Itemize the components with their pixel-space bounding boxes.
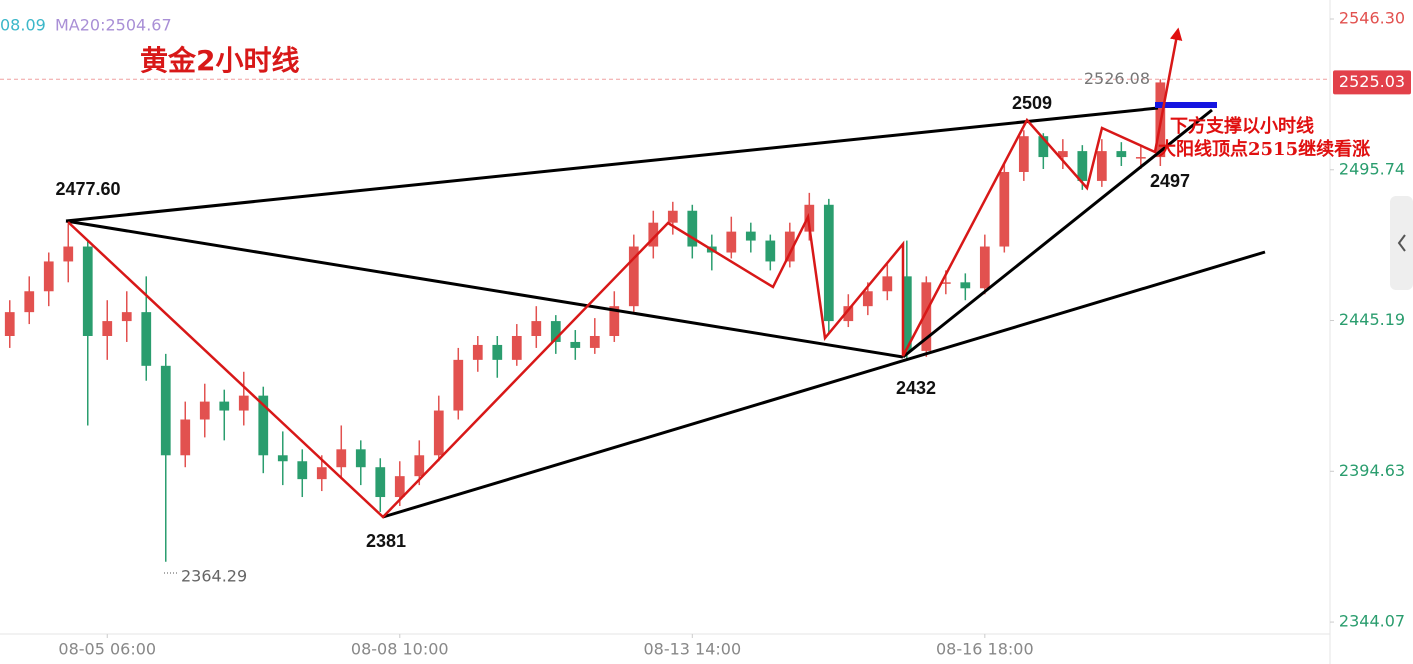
candle-body	[238, 395, 249, 411]
candle-body	[823, 204, 834, 322]
wave-path	[67, 27, 1183, 519]
last-price-box	[1333, 70, 1411, 95]
candle-body	[1038, 136, 1049, 158]
candle-body	[141, 312, 152, 366]
candle-body	[82, 246, 93, 336]
trend-line	[382, 250, 1266, 519]
candle-body	[355, 449, 366, 468]
candle-body	[1096, 151, 1107, 181]
trend-line	[65, 219, 904, 359]
side-tab[interactable]	[1390, 196, 1413, 290]
ma-label: MA20:2504.67	[55, 16, 172, 35]
candle-body	[862, 291, 873, 307]
annotation: 2497	[1150, 171, 1190, 191]
candle-body	[4, 312, 15, 336]
candle-body	[453, 359, 464, 411]
high-label: 2526.08	[1084, 69, 1150, 88]
candle-body	[375, 467, 386, 498]
candle-body	[667, 210, 678, 223]
y-tick-label: 2445.19	[1339, 310, 1405, 329]
candle-body	[726, 231, 737, 253]
candle-body	[433, 410, 444, 456]
annotation: 2509	[1012, 93, 1052, 113]
candle-body	[414, 455, 425, 477]
candle-body	[940, 282, 951, 284]
candle-body	[687, 210, 698, 247]
trend-line	[902, 108, 1213, 359]
candle-body	[394, 476, 405, 498]
candle-body	[316, 467, 327, 480]
candle-body	[531, 321, 542, 336]
annotation: 2364.29	[181, 567, 247, 586]
candle-body	[297, 461, 308, 480]
candle-body	[1077, 151, 1088, 181]
candles	[0, 78, 1330, 562]
candle-body	[550, 321, 561, 342]
candle-body	[765, 240, 776, 262]
trend-line	[65, 106, 1159, 223]
candle-body	[258, 395, 269, 456]
candle-body	[784, 231, 795, 262]
candle-body	[160, 365, 171, 456]
candle-body	[1135, 157, 1146, 159]
candle-body	[1057, 151, 1068, 158]
candle-body	[628, 246, 639, 307]
candle-body	[843, 306, 854, 322]
candle-body	[277, 455, 288, 462]
candle-body	[1116, 151, 1127, 158]
candle-body	[589, 335, 600, 348]
candle-body	[921, 282, 932, 351]
candle-body	[199, 401, 210, 420]
annotation: 2477.60	[55, 179, 120, 199]
candle-body	[960, 282, 971, 289]
candle-body	[745, 231, 756, 241]
note: 大阳线顶点2515继续看涨	[1158, 138, 1370, 160]
candle-body	[901, 276, 912, 351]
candle-body	[570, 341, 581, 348]
y-tick-label: 2344.07	[1339, 612, 1405, 631]
candle-body	[43, 261, 54, 292]
candle-body	[63, 246, 74, 262]
side-tab-icon	[1397, 234, 1406, 252]
x-tick-label: 08-13 14:00	[643, 640, 741, 659]
annotation: 2432	[896, 378, 936, 398]
candle-body	[609, 306, 620, 336]
candle-body	[472, 344, 483, 360]
x-tick-label: 08-16 18:00	[936, 640, 1034, 659]
x-tick-label: 08-05 06:00	[58, 640, 156, 659]
candle-body	[1018, 136, 1029, 172]
y-tick-label: 2495.74	[1339, 159, 1405, 178]
candle-body	[219, 401, 230, 411]
candle-body	[180, 419, 191, 456]
x-tick-label: 08-08 10:00	[351, 640, 449, 659]
candle-body	[336, 449, 347, 468]
note: 下方支撑以小时线	[1170, 115, 1314, 137]
trend-lines	[65, 106, 1266, 519]
chart-title: 黄金2小时线	[140, 44, 299, 77]
y-tick-label: 2394.63	[1339, 461, 1405, 480]
y-tick-label: 2546.30	[1339, 8, 1405, 27]
candle-body	[24, 291, 35, 313]
annotation: 2381	[366, 531, 406, 551]
candle-body	[979, 246, 990, 289]
candle-body	[999, 171, 1010, 247]
ma-label: 08.09	[0, 16, 46, 35]
candle-body	[648, 222, 659, 247]
last-price-label: 2525.03	[1339, 72, 1405, 91]
candle-body	[511, 335, 522, 360]
candle-body	[121, 312, 132, 322]
candle-body	[102, 321, 113, 336]
candle-body	[492, 344, 503, 360]
candle-body	[882, 276, 893, 292]
